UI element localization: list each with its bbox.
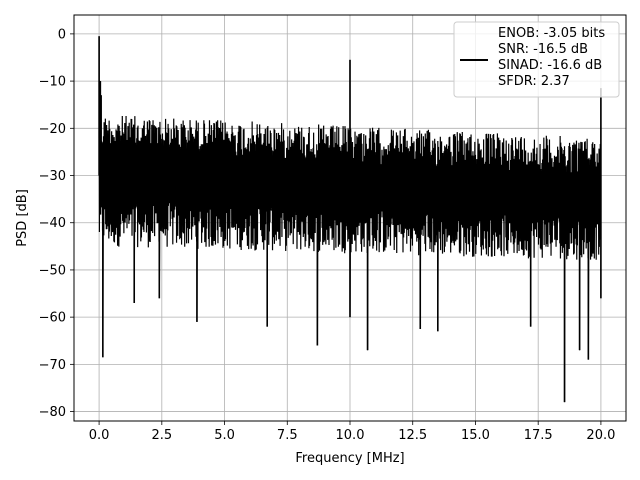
legend-sfdr: SFDR: 2.37 <box>498 74 570 89</box>
x-tick-label: 10.0 <box>336 428 365 443</box>
x-axis-label: Frequency [MHz] <box>295 451 404 466</box>
y-tick-label: −40 <box>39 216 66 231</box>
x-tick-label: 0.0 <box>89 428 110 443</box>
x-tick-label: 17.5 <box>524 428 553 443</box>
y-axis-label: PSD [dB] <box>15 189 30 247</box>
psd-series <box>98 36 602 403</box>
y-tick-label: −70 <box>39 358 66 373</box>
x-tick-label: 7.5 <box>277 428 298 443</box>
x-tick-label: 15.0 <box>461 428 490 443</box>
legend-box <box>453 21 620 98</box>
y-tick-label: −60 <box>39 311 66 326</box>
axis-ticks: 0.0 2.5 5.0 7.5 10.0 12.5 15.0 17.5 20.0 0 −10 −20 −… <box>39 27 616 443</box>
x-tick-label: 12.5 <box>398 428 427 443</box>
y-tick-label: −30 <box>39 169 66 184</box>
x-tick-label: 5.0 <box>214 428 235 443</box>
y-tick-label: 0 <box>58 27 66 42</box>
y-tick-label: −20 <box>39 122 66 137</box>
y-tick-label: −10 <box>39 75 66 90</box>
x-tick-label: 2.5 <box>151 428 172 443</box>
y-tick-label: −50 <box>39 263 66 278</box>
legend-sinad: SINAD: -16.6 dB <box>498 58 602 73</box>
x-tick-label: 20.0 <box>586 428 615 443</box>
legend-enob: ENOB: -3.05 bits <box>498 26 605 41</box>
y-tick-label: −80 <box>39 405 66 420</box>
legend: ENOB: -3.05 bits SNR: -16.5 dB SINAD: -1… <box>453 21 620 98</box>
legend-snr: SNR: -16.5 dB <box>498 42 588 57</box>
